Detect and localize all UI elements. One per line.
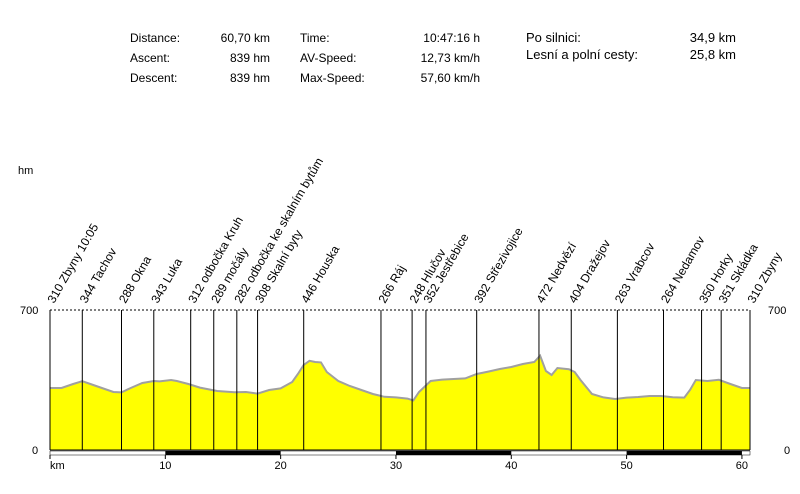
waypoint-label: 343 Luka — [148, 255, 185, 305]
y-tick-left-top: 700 — [20, 305, 38, 317]
y-tick-right-bottom: 0 — [784, 445, 790, 457]
maxspeed-value: 57,60 km/h — [420, 71, 480, 85]
distance-value: 60,70 km — [220, 31, 270, 45]
summary-panel: Distance: 60,70 km Ascent: 839 hm Descen… — [0, 0, 800, 100]
distance-label: Distance: — [130, 31, 181, 45]
elevation-line — [50, 353, 750, 402]
maxspeed-label: Max-Speed: — [300, 71, 365, 85]
y-tick-left-bottom: 0 — [32, 445, 38, 457]
x-axis-label: km — [50, 460, 65, 472]
x-tick-label: 50 — [620, 460, 632, 472]
road-value: 34,9 km — [689, 30, 736, 45]
x-tick-label: 10 — [159, 460, 171, 472]
ascent-value: 839 hm — [229, 51, 270, 65]
road-label: Po silnici: — [526, 30, 581, 45]
x-tick-label: 30 — [390, 460, 402, 472]
descent-value: 839 hm — [229, 71, 270, 85]
time-value: 10:47:16 h — [423, 31, 480, 45]
descent-label: Descent: — [130, 71, 178, 85]
x-tick-label: 20 — [275, 460, 287, 472]
surface-segment — [395, 451, 512, 455]
surface-segment — [626, 451, 742, 455]
waypoint-label: 266 Ráj — [375, 263, 408, 306]
waypoint-label: 446 Houska — [298, 243, 342, 306]
surface-segment — [165, 451, 281, 455]
y-axis-label: hm — [18, 165, 33, 177]
x-tick-label: 40 — [505, 460, 517, 472]
x-tick-label: 60 — [736, 460, 748, 472]
y-tick-right-top: 700 — [768, 305, 786, 317]
ascent-label: Ascent: — [130, 51, 171, 65]
offroad-value: 25,8 km — [689, 47, 736, 62]
avspeed-value: 12,73 km/h — [420, 51, 480, 65]
time-label: Time: — [300, 31, 330, 45]
elevation-area — [50, 355, 750, 450]
avspeed-label: AV-Speed: — [300, 51, 357, 65]
waypoint-label: 392 Střezivojice — [471, 225, 526, 306]
offroad-label: Lesní a polní cesty: — [526, 47, 639, 62]
waypoint-label: 263 Vrabcov — [612, 241, 658, 306]
